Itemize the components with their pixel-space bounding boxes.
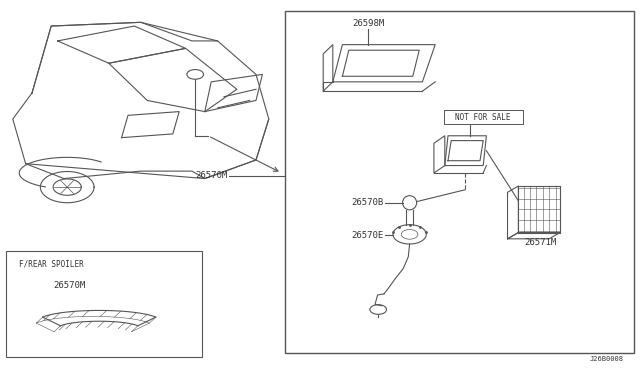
Text: 26598M: 26598M [352,19,384,28]
Text: 26570E: 26570E [352,231,384,240]
Text: F/REAR SPOILER: F/REAR SPOILER [19,260,84,269]
Bar [285,11,634,353]
Bar [6,251,202,357]
Text: 26570M: 26570M [53,281,85,290]
Text: 26570M: 26570M [196,171,228,180]
Text: 26571M: 26571M [525,238,557,247]
Bar [444,110,523,124]
Text: NOT FOR SALE: NOT FOR SALE [456,113,511,122]
Text: 26570B: 26570B [352,198,384,207]
Text: J26B0008: J26B0008 [590,356,624,362]
